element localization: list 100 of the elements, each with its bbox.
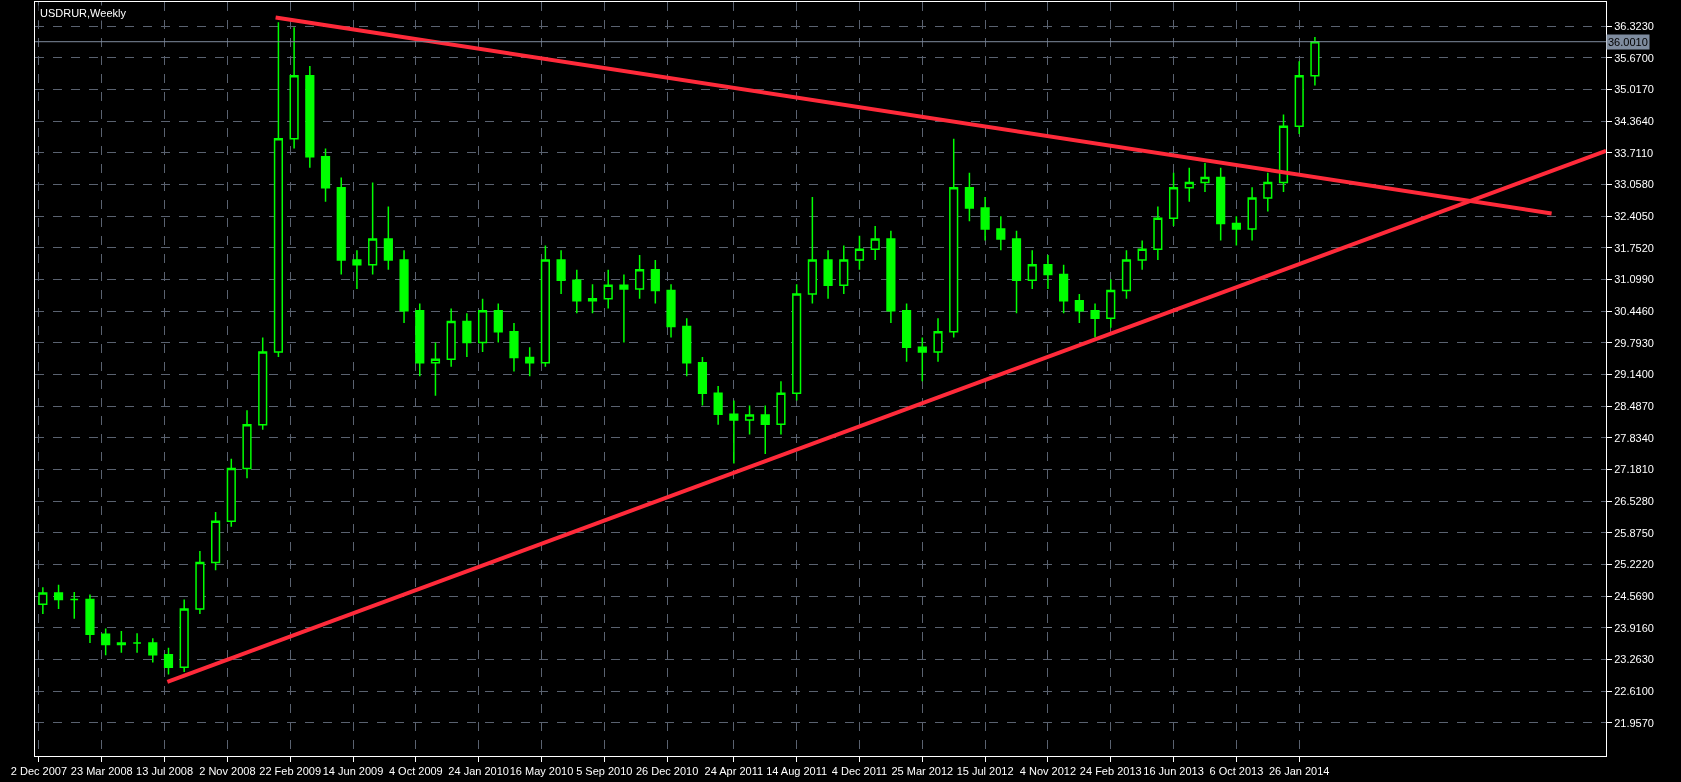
candlestick [1059, 264, 1069, 315]
x-tick-label: 23 Mar 2008 [70, 765, 133, 778]
candlestick [1184, 167, 1194, 203]
x-tick-label: 15 Jul 2012 [956, 765, 1014, 778]
candlestick [1247, 186, 1257, 242]
candlestick [1106, 278, 1116, 329]
candlestick [53, 584, 64, 610]
x-tick-label: 24 Jan 2010 [448, 765, 509, 778]
candlestick [258, 336, 268, 431]
candlestick [933, 317, 943, 363]
x-tick-label: 4 Nov 2012 [1019, 765, 1077, 778]
y-tick-label: 25.2220 [1614, 558, 1654, 571]
candlestick [462, 312, 472, 358]
candlestick [603, 268, 613, 310]
candlestick [179, 598, 189, 673]
candlestick [635, 254, 645, 300]
x-tick-label: 16 Jun 2013 [1143, 765, 1204, 778]
y-tick-label: 36.3230 [1614, 19, 1654, 32]
x-tick-label: 24 Feb 2013 [1079, 765, 1142, 778]
candlestick [1121, 249, 1132, 300]
candlestick [807, 196, 817, 305]
x-tick-label: 26 Jan 2014 [1268, 765, 1330, 778]
candlestick [697, 356, 708, 407]
candlestick [163, 647, 174, 676]
y-tick-label: 27.1810 [1614, 463, 1654, 476]
candlestick [917, 336, 927, 382]
x-tick-label: 2 Dec 2007 [10, 765, 68, 778]
candlestick [101, 627, 111, 656]
x-tick-label: 25 Mar 2012 [891, 765, 954, 778]
candlestick [1168, 171, 1179, 227]
y-tick-label: 29.1400 [1614, 368, 1654, 381]
x-tick-label: 26 Dec 2010 [635, 765, 699, 778]
y-tick-label: 25.8750 [1614, 526, 1654, 539]
candlestick [509, 322, 519, 373]
candlestick [242, 409, 252, 479]
candlestick [493, 302, 503, 344]
candlestick [1294, 60, 1304, 135]
candlestick [383, 205, 393, 271]
candlestick [1231, 215, 1241, 247]
candlestick [1011, 230, 1022, 315]
x-tick-label: 22 Feb 2009 [259, 765, 322, 778]
candlestick [744, 404, 755, 436]
y-tick-label: 31.0990 [1614, 273, 1654, 286]
candlestick [1090, 302, 1100, 339]
text: USDRUR,Weekly [40, 7, 127, 19]
candlestick [1043, 254, 1053, 290]
y-tick-label: 35.0170 [1614, 83, 1654, 96]
candlestick [85, 593, 95, 644]
candlestick [556, 249, 566, 295]
candlestick [854, 234, 865, 271]
candlestick [792, 283, 802, 402]
y-tick-label: 27.8340 [1614, 431, 1654, 444]
candlestick [886, 230, 896, 324]
candlestick [823, 249, 833, 300]
candlestick [870, 225, 880, 261]
candlestick [336, 176, 346, 276]
candlestick [776, 380, 786, 436]
candlestick [148, 637, 158, 664]
candlestick [226, 458, 236, 528]
y-tick-label: 34.3640 [1614, 114, 1654, 127]
candlestick [902, 302, 912, 363]
candlestick [1216, 167, 1226, 242]
x-tick-label: 24 Apr 2011 [704, 765, 764, 778]
x-tick-label: 5 Sep 2010 [576, 765, 633, 778]
candlestick [1153, 205, 1163, 261]
candlestick [446, 307, 456, 368]
y-tick-label: 33.0580 [1614, 178, 1654, 191]
x-tick-label: 14 Jun 2009 [322, 765, 384, 778]
y-tick-label: 24.5690 [1614, 589, 1654, 602]
candlestick [1074, 293, 1084, 324]
y-tick-label: 33.7110 [1614, 146, 1654, 159]
candlestick [415, 302, 425, 378]
x-tick-label: 13 Jul 2008 [136, 765, 194, 778]
candlestick [430, 341, 441, 397]
x-tick-label: 2 Nov 2008 [199, 765, 256, 778]
candlestick [211, 511, 221, 572]
candlestick [619, 273, 629, 344]
candlestick [1027, 249, 1037, 290]
y-tick-label: 31.7520 [1614, 241, 1654, 254]
candlestick [525, 346, 535, 378]
x-tick-label: 14 Aug 2011 [766, 765, 828, 778]
candlestick [540, 244, 550, 368]
candlestick [760, 404, 770, 455]
y-tick-label: 23.9160 [1614, 621, 1654, 634]
candlestick [587, 283, 598, 315]
x-tick-label: 6 Oct 2013 [1209, 765, 1264, 778]
candlestick [352, 249, 362, 290]
y-tick-label: 28.4870 [1614, 399, 1654, 412]
y-tick-label: 30.4460 [1614, 304, 1654, 317]
candlestick [839, 244, 849, 295]
ref-line-label: 36.0010 [1608, 36, 1648, 48]
candlestick [713, 385, 723, 426]
candlestick [273, 21, 284, 358]
candlestick [980, 196, 990, 242]
candlestick [368, 181, 378, 276]
candlestick [116, 630, 126, 654]
candlestick [1263, 171, 1273, 213]
x-tick-label: 4 Dec 2011 [831, 765, 888, 778]
candlestick [1137, 239, 1147, 271]
candlestick [572, 268, 582, 315]
